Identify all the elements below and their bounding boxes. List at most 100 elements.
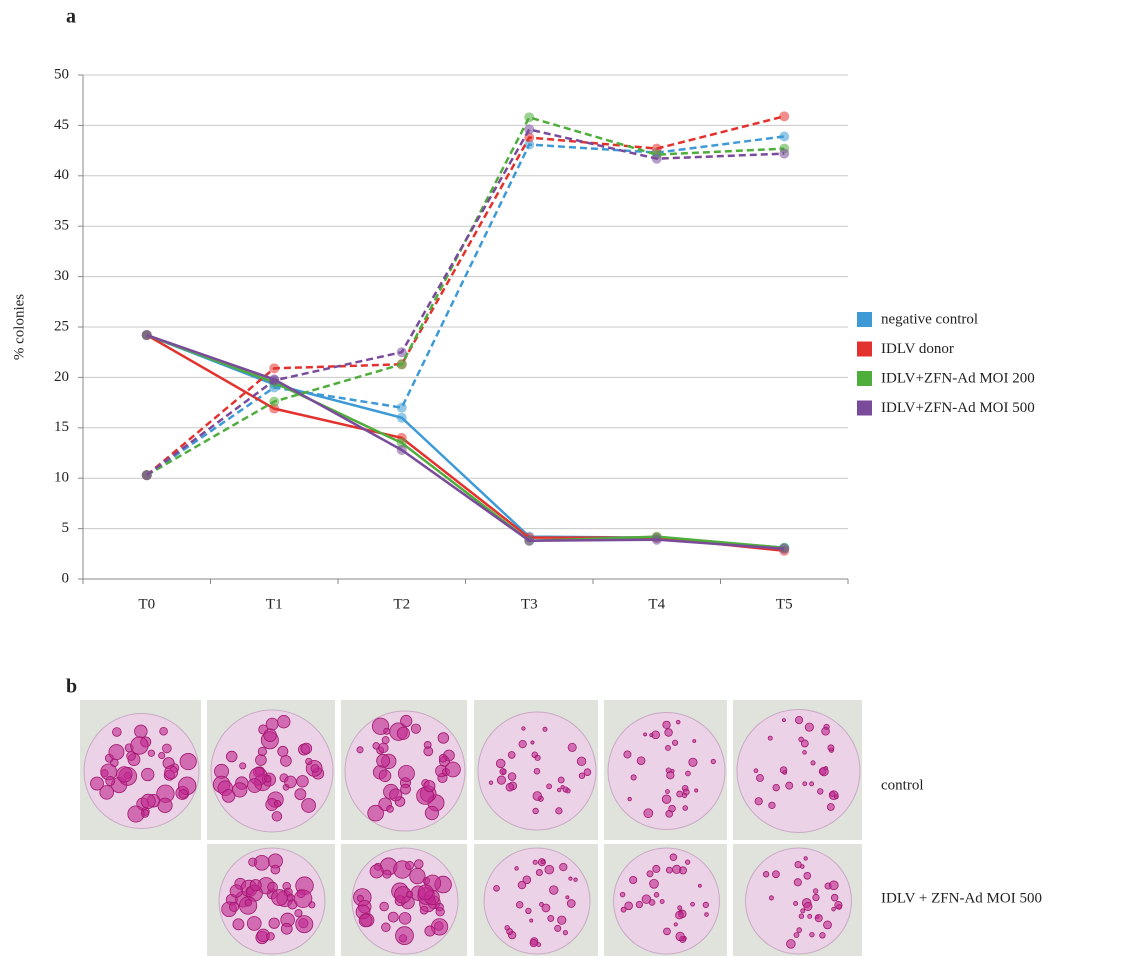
colony	[382, 737, 389, 744]
figure: a % colonies b control IDLV + ZFN-Ad MOI…	[0, 0, 1122, 958]
colony	[557, 788, 561, 792]
colony	[160, 727, 168, 735]
colony	[820, 767, 829, 776]
colony	[689, 758, 697, 766]
colony	[533, 860, 537, 864]
legend-label: negative control	[881, 311, 978, 327]
colony	[543, 727, 547, 731]
marker	[397, 445, 407, 455]
colony	[248, 779, 262, 793]
x-tick-label: T2	[393, 596, 410, 612]
colony	[420, 906, 428, 914]
y-tick-label: 15	[54, 419, 69, 435]
colony	[357, 747, 363, 753]
colony	[267, 933, 275, 941]
marker	[269, 374, 279, 384]
colony	[555, 925, 561, 931]
colony	[301, 743, 312, 754]
colony	[401, 784, 411, 794]
colony	[271, 865, 280, 874]
colony	[117, 767, 133, 783]
marker	[779, 544, 789, 554]
colony	[438, 733, 449, 744]
colony	[436, 907, 444, 915]
colony	[644, 809, 653, 818]
dashed-line	[147, 136, 785, 475]
y-tick-label: 20	[54, 369, 69, 385]
colony	[644, 733, 647, 736]
colony	[782, 719, 785, 722]
colony	[515, 867, 519, 871]
x-tick-label: T5	[776, 596, 793, 612]
colony	[380, 902, 389, 911]
marker	[269, 397, 279, 407]
legend-swatch	[857, 312, 872, 327]
colony	[229, 902, 238, 911]
colony	[255, 755, 266, 766]
colony	[549, 886, 558, 895]
colony	[832, 907, 836, 911]
colony	[128, 806, 144, 822]
colony	[302, 798, 316, 812]
colony	[637, 757, 645, 765]
colony	[295, 789, 306, 800]
colony	[568, 743, 576, 751]
colony	[508, 752, 515, 759]
colony	[142, 768, 154, 780]
colony	[383, 870, 391, 878]
marker	[142, 470, 152, 480]
colony	[424, 747, 433, 756]
colony	[827, 803, 834, 810]
colony	[650, 879, 659, 888]
colony	[756, 774, 763, 781]
colony	[508, 773, 516, 781]
colony	[754, 769, 758, 773]
colony	[804, 857, 808, 861]
y-axis-label: % colonies	[11, 294, 27, 360]
colony	[676, 720, 680, 724]
y-tick-label: 0	[62, 570, 70, 586]
colony	[519, 740, 526, 747]
colony	[636, 901, 642, 907]
colony	[112, 728, 121, 737]
colony	[829, 881, 838, 890]
colony	[297, 775, 309, 787]
colony	[179, 789, 188, 798]
colony	[390, 789, 402, 801]
colony	[579, 773, 585, 779]
colony	[425, 926, 435, 936]
colony	[654, 892, 659, 897]
y-tick-label: 35	[54, 218, 69, 234]
colony	[368, 805, 384, 821]
colony	[489, 781, 493, 785]
colony	[548, 915, 554, 921]
colony	[834, 795, 838, 799]
colony	[379, 770, 391, 782]
colony	[584, 769, 591, 776]
colony	[258, 747, 266, 755]
colony	[268, 882, 278, 892]
colony	[542, 904, 550, 912]
colony	[127, 752, 136, 761]
x-tick-label: T0	[138, 596, 155, 612]
colony	[522, 727, 526, 731]
colony	[180, 753, 196, 769]
colony	[663, 721, 670, 728]
x-tick-label: T4	[648, 596, 665, 612]
colony	[783, 771, 787, 775]
colony	[665, 729, 673, 737]
colony	[141, 794, 155, 808]
colony	[396, 927, 414, 945]
colony	[828, 745, 834, 751]
colony	[518, 881, 526, 889]
colony	[831, 894, 838, 901]
marker	[524, 536, 534, 546]
colony	[295, 909, 302, 916]
colony	[277, 715, 290, 728]
colony	[768, 736, 772, 740]
colony	[516, 902, 523, 909]
colony	[794, 933, 799, 938]
marker	[397, 359, 407, 369]
colony	[677, 791, 683, 797]
colony	[666, 768, 671, 773]
